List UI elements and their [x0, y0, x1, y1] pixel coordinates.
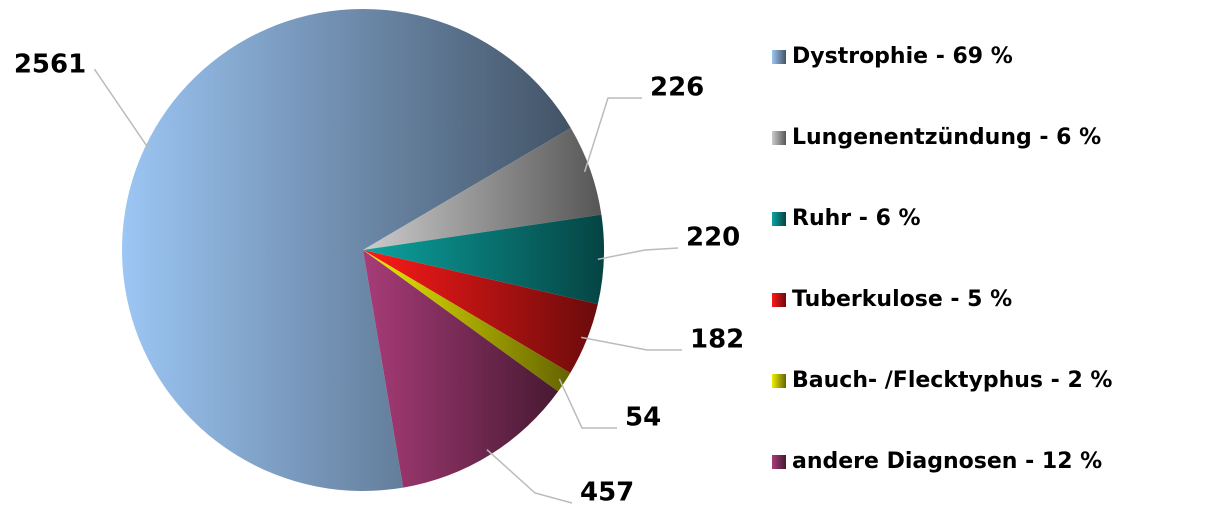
leader-line	[583, 97, 642, 173]
legend-swatch	[772, 131, 786, 145]
pie-slice	[363, 127, 602, 250]
legend-swatch	[772, 212, 786, 226]
leader-line	[581, 336, 682, 351]
legend-label: Lungenentzündung - 6 %	[792, 125, 1101, 150]
leader-line	[558, 378, 617, 429]
legend-label: andere Diagnosen - 12 %	[792, 449, 1102, 474]
pie-slice	[122, 8, 571, 491]
pie-slice	[363, 250, 598, 373]
data-label: 2561	[14, 50, 86, 80]
data-label: 226	[650, 73, 704, 103]
data-label: 54	[625, 403, 661, 433]
legend-swatch	[772, 374, 786, 388]
leader-line	[93, 69, 151, 152]
leader-line	[597, 247, 679, 261]
data-label: 182	[690, 325, 744, 355]
legend-label: Dystrophie - 69 %	[792, 44, 1013, 69]
legend-swatch	[772, 50, 786, 64]
legend-label: Bauch- /Flecktyphus - 2 %	[792, 368, 1112, 393]
legend-label: Tuberkulose - 5 %	[792, 287, 1012, 312]
legend-swatch	[772, 293, 786, 307]
leader-line	[486, 449, 573, 504]
legend-label: Ruhr - 6 %	[792, 206, 921, 231]
data-label: 220	[686, 223, 740, 253]
pie-slice	[363, 250, 571, 392]
data-label: 457	[580, 478, 634, 505]
pie-slice	[363, 250, 559, 488]
legend-swatch	[772, 455, 786, 469]
pie-slice	[363, 214, 604, 305]
